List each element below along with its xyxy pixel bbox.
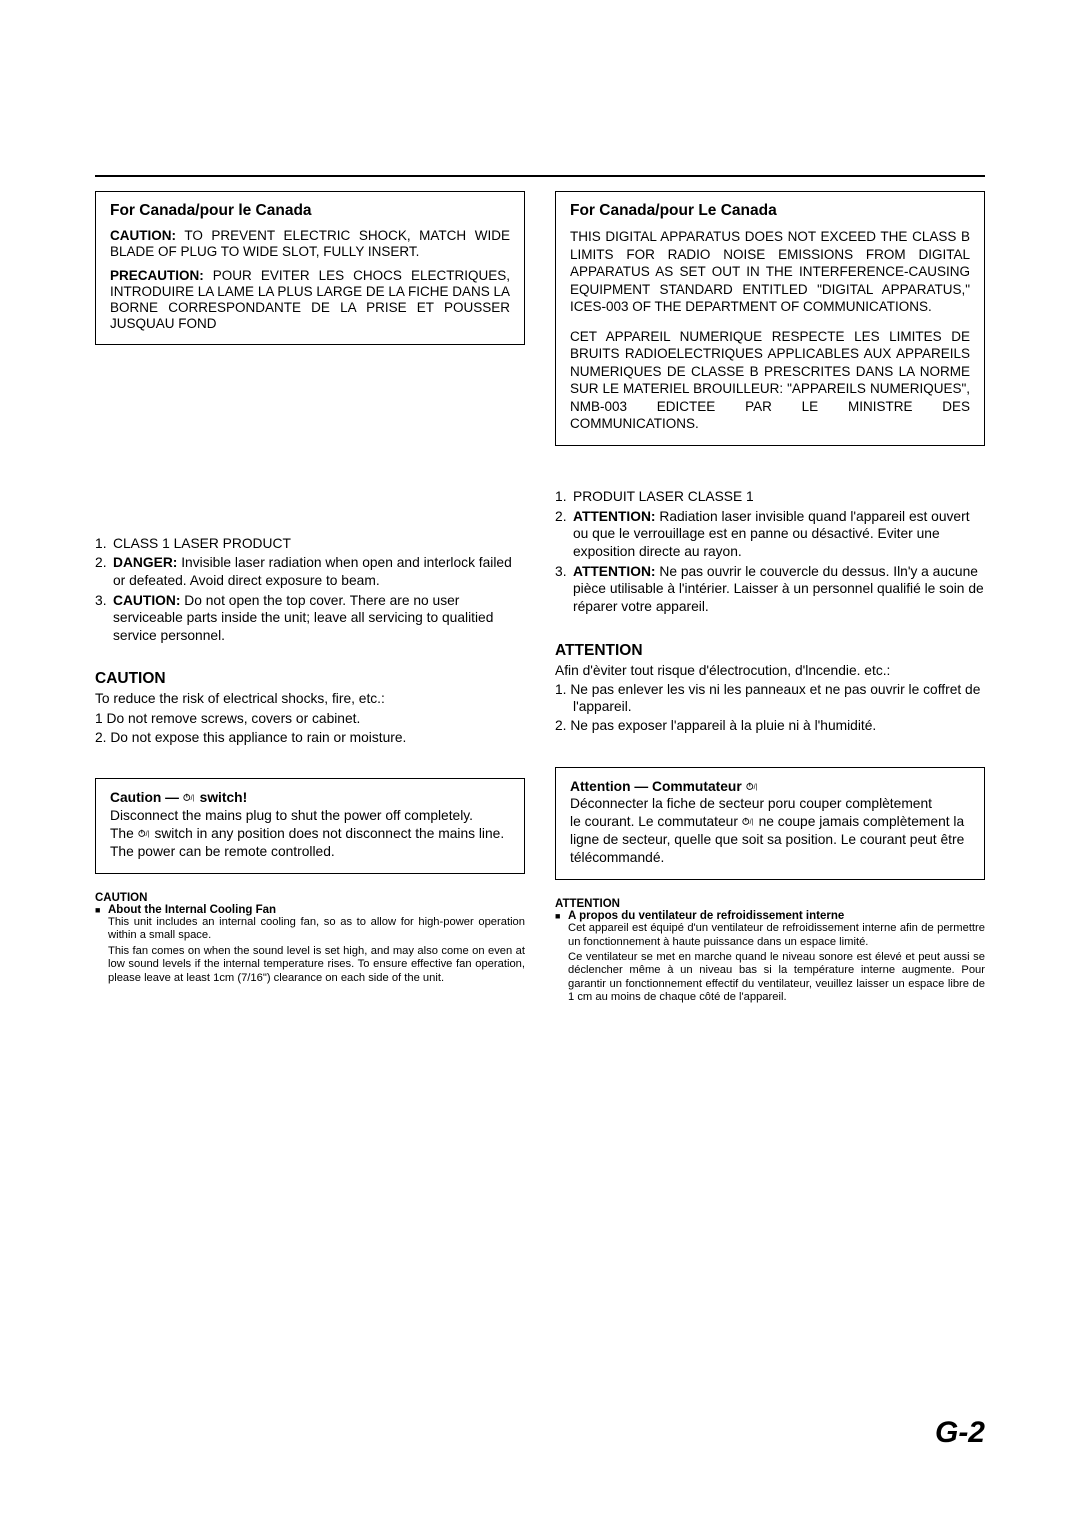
canada-box-right: For Canada/pour Le Canada THIS DIGITAL A… — [555, 191, 985, 446]
box-paragraph: THIS DIGITAL APPARATUS DOES NOT EXCEED T… — [570, 228, 970, 316]
attention-item: 1. Ne pas enlever les vis ni les panneau… — [555, 681, 985, 715]
switch-content: Caution — switch! Disconnect the mains p… — [110, 789, 510, 861]
power-icon — [742, 815, 755, 828]
box-heading: For Canada/pour le Canada — [110, 202, 510, 220]
page-number: G-2 — [935, 1416, 985, 1450]
laser-list-right: PRODUIT LASER CLASSE 1 ATTENTION: Radiat… — [555, 488, 985, 616]
list-item: CLASS 1 LASER PRODUCT — [95, 535, 525, 553]
fine-paragraph: Cet appareil est équipé d'un ventilateur… — [555, 922, 985, 949]
power-icon — [183, 791, 196, 804]
page-content: For Canada/pour le Canada CAUTION: TO PR… — [0, 0, 1080, 1007]
left-column: For Canada/pour le Canada CAUTION: TO PR… — [95, 191, 525, 1007]
caution-item: 2. Do not expose this appliance to rain … — [95, 729, 525, 746]
switch-attention-box: Attention — Commutateur Déconnecter la f… — [555, 767, 985, 881]
box-paragraph: PRECAUTION: POUR EVITER LES CHOCS ELECTR… — [110, 268, 510, 332]
fine-subheading: A propos du ventilateur de refroidisseme… — [555, 910, 985, 922]
attention-intro: Afin d'èviter tout risque d'électrocutio… — [555, 662, 985, 679]
canada-box-left: For Canada/pour le Canada CAUTION: TO PR… — [95, 191, 525, 345]
fine-subheading: About the Internal Cooling Fan — [95, 904, 525, 916]
list-item: ATTENTION: Radiation laser invisible qua… — [555, 508, 985, 561]
fine-paragraph: This unit includes an internal cooling f… — [95, 916, 525, 943]
fine-paragraph: This fan comes on when the sound level i… — [95, 945, 525, 985]
list-item: ATTENTION: Ne pas ouvrir le couvercle du… — [555, 563, 985, 616]
caution-item: 1 Do not remove screws, covers or cabine… — [95, 710, 525, 727]
list-item: PRODUIT LASER CLASSE 1 — [555, 488, 985, 506]
fine-paragraph: Ce ventilateur se met en marche quand le… — [555, 951, 985, 1005]
laser-list-left: CLASS 1 LASER PRODUCT DANGER: Invisible … — [95, 535, 525, 645]
right-column: For Canada/pour Le Canada THIS DIGITAL A… — [555, 191, 985, 1007]
attention-item: 2. Ne pas exposer l'appareil à la pluie … — [555, 717, 985, 734]
two-column-layout: For Canada/pour le Canada CAUTION: TO PR… — [95, 191, 985, 1007]
switch-caution-box: Caution — switch! Disconnect the mains p… — [95, 778, 525, 874]
power-icon — [746, 780, 759, 793]
box-paragraph: CET APPAREIL NUMERIQUE RESPECTE LES LIMI… — [570, 328, 970, 433]
switch-content: Attention — Commutateur Déconnecter la f… — [570, 778, 970, 868]
horizontal-rule — [95, 175, 985, 177]
attention-heading: ATTENTION — [555, 642, 985, 660]
fine-attention-heading: ATTENTION — [555, 898, 985, 910]
box-heading: For Canada/pour Le Canada — [570, 202, 970, 220]
box-paragraph: CAUTION: TO PREVENT ELECTRIC SHOCK, MATC… — [110, 228, 510, 260]
list-item: CAUTION: Do not open the top cover. Ther… — [95, 592, 525, 645]
caution-heading: CAUTION — [95, 670, 525, 688]
fine-caution-heading: CAUTION — [95, 892, 525, 904]
list-item: DANGER: Invisible laser radiation when o… — [95, 554, 525, 589]
power-icon — [138, 827, 151, 840]
caution-intro: To reduce the risk of electrical shocks,… — [95, 690, 525, 707]
